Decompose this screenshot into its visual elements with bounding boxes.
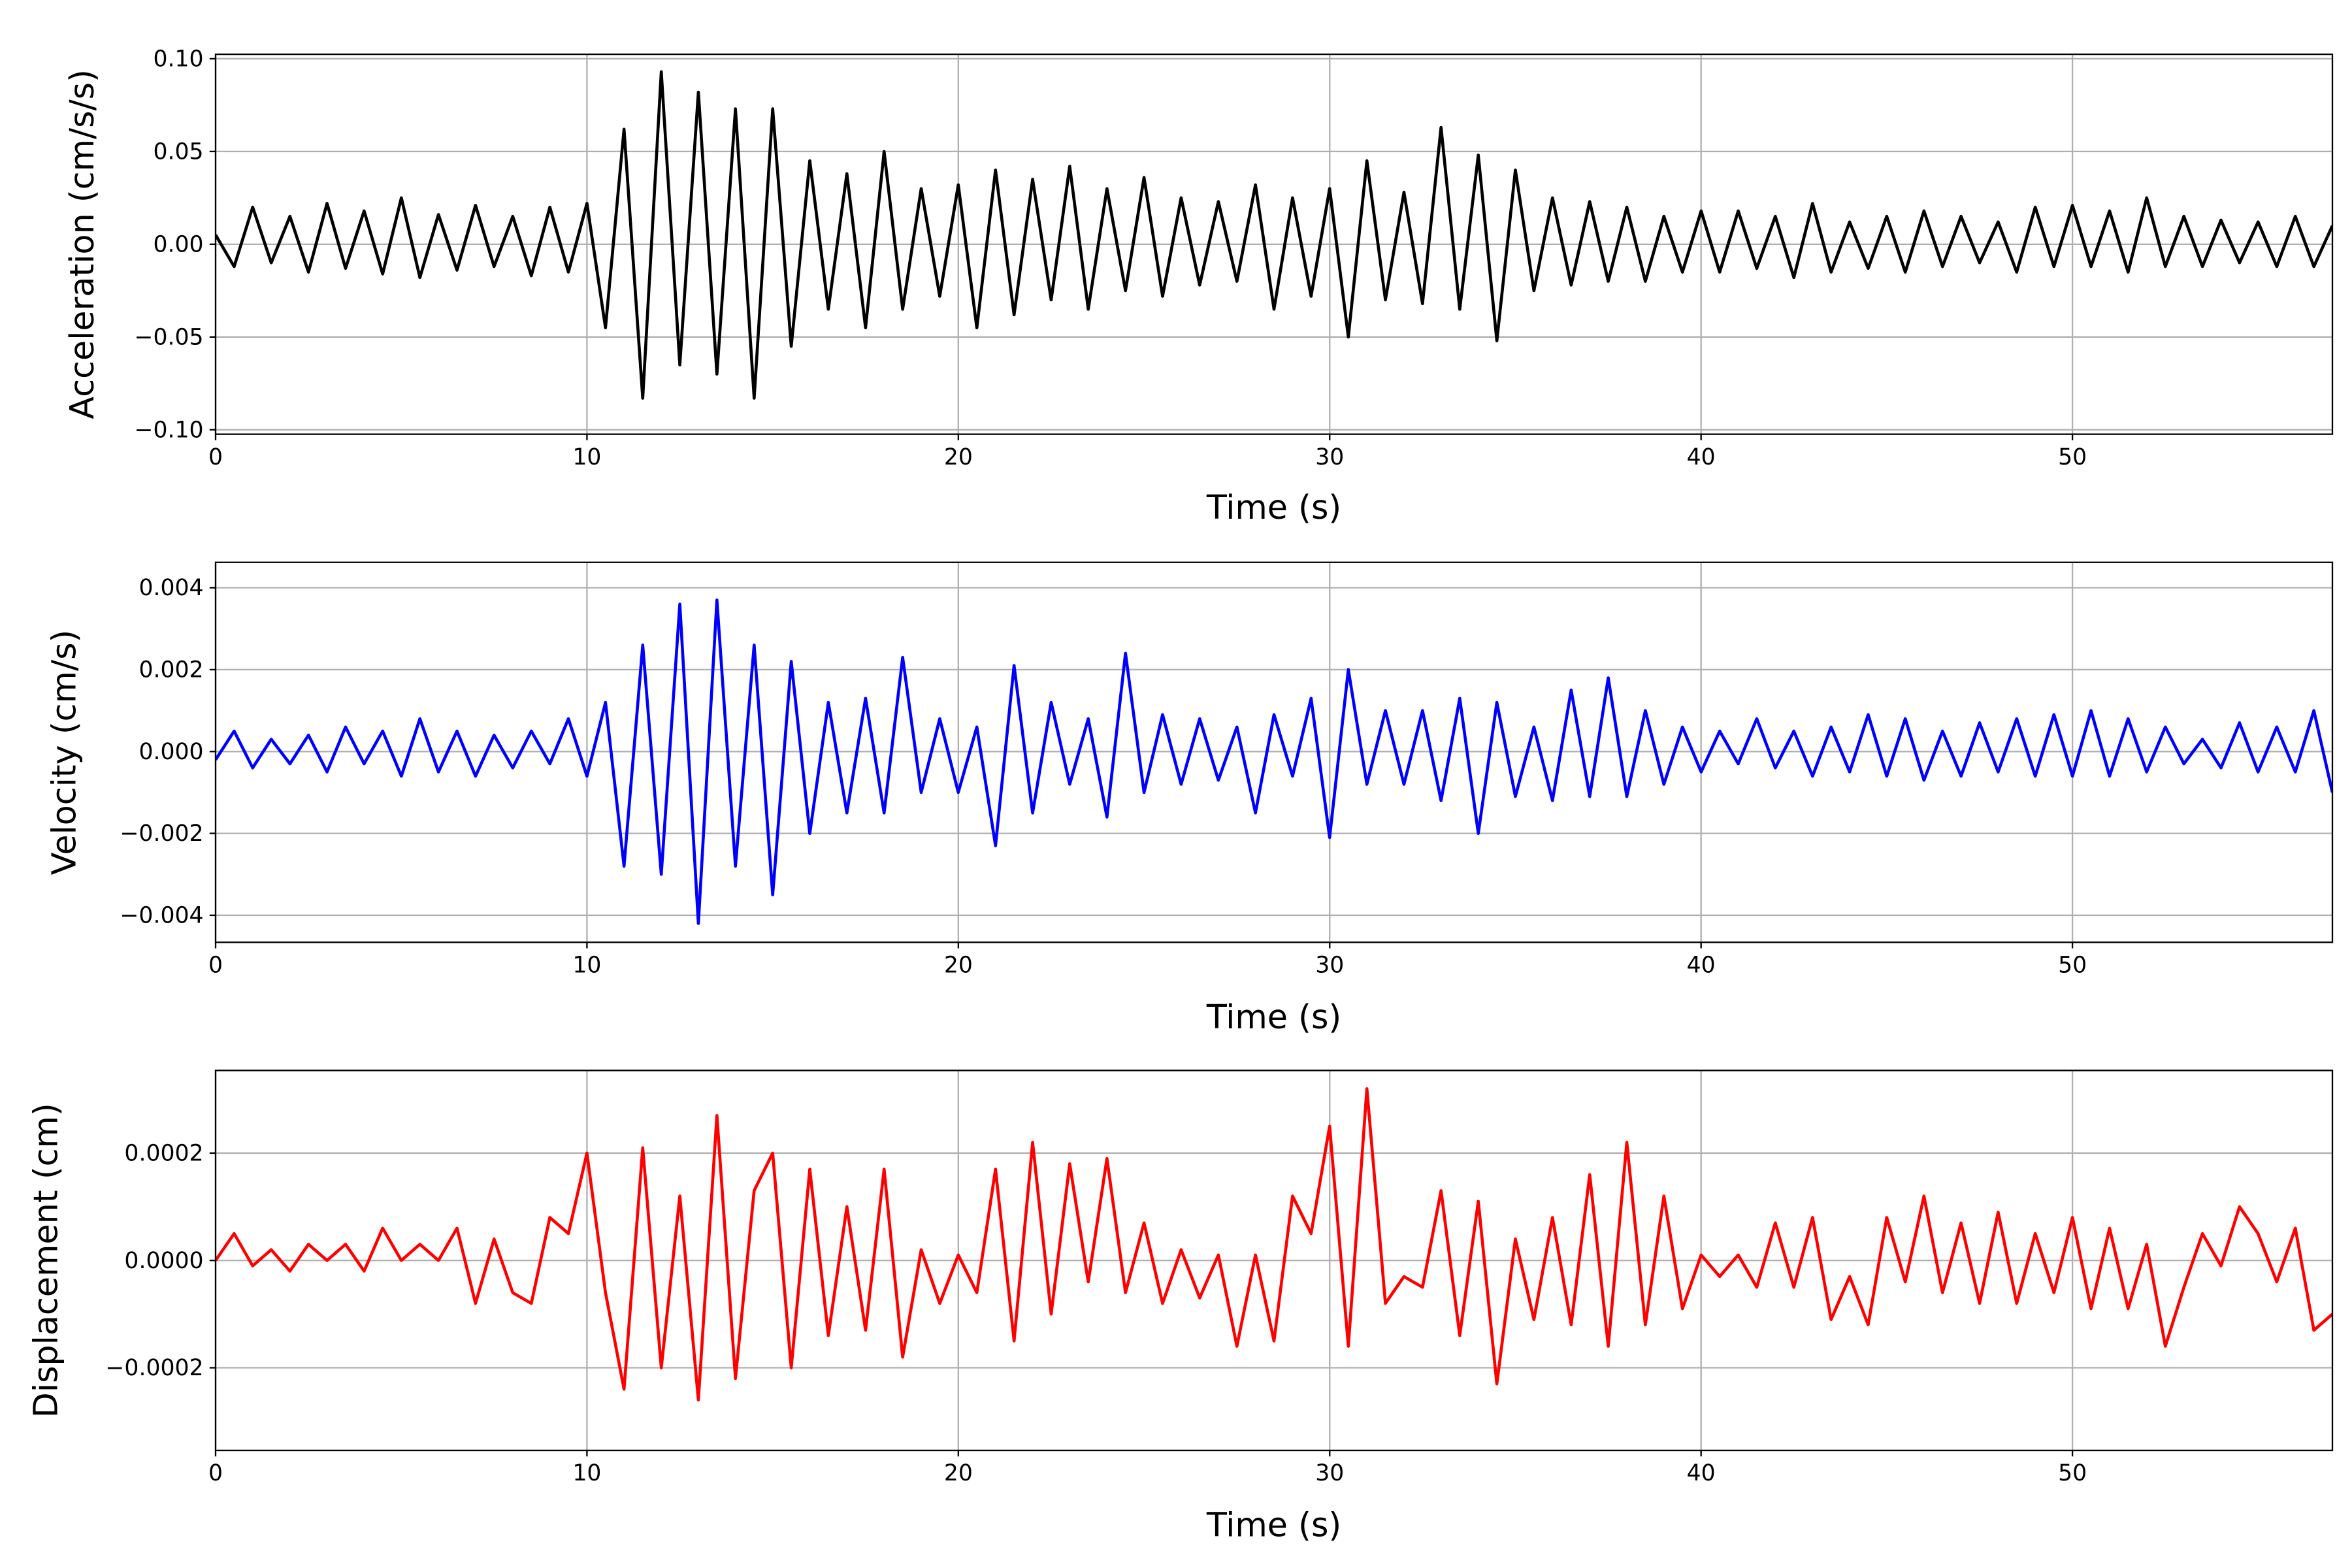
y-tick-label: 0.0000 (124, 1248, 203, 1274)
grid (214, 54, 2332, 434)
axes-frame (214, 561, 2334, 943)
y-tick-label: −0.10 (134, 417, 203, 443)
x-tick-label: 0 (208, 952, 223, 978)
x-tick-label: 30 (1315, 444, 1344, 470)
acceleration-subplot: Time (s) Acceleration (cm/s/s) 0 10 20 30 40… (63, 46, 2334, 527)
grid (214, 1070, 2332, 1450)
y-tick-label: 0.002 (139, 657, 203, 683)
y-axis-label: Acceleration (cm/s/s) (63, 69, 101, 419)
acceleration-series-line (215, 70, 2332, 400)
axes-frame (214, 1070, 2334, 1452)
y-tick-label: −0.002 (120, 821, 203, 847)
ticks: 0 10 20 30 40 50 −0.10 −0.05 0.00 0.05 0.10 (134, 46, 2087, 470)
displacement-subplot: Time (s) Displacement (cm) 0 10 20 30 40 50 −0… (27, 1070, 2334, 1544)
x-axis-label: Time (s) (1206, 488, 1341, 527)
y-tick-label: −0.05 (134, 324, 203, 350)
x-tick-label: 30 (1315, 952, 1344, 978)
x-tick-label: 10 (572, 952, 601, 978)
y-tick-label: −0.004 (120, 902, 203, 928)
y-tick-label: 0.004 (139, 575, 203, 601)
y-tick-label: −0.0002 (105, 1355, 203, 1381)
x-tick-label: 40 (1687, 444, 1716, 470)
displacement-series-line (215, 1087, 2332, 1401)
x-tick-label: 50 (2058, 1460, 2087, 1486)
ticks: 0 10 20 30 40 50 −0.004 −0.002 0.000 0.002 0.004 (120, 575, 2087, 978)
y-axis-label: Displacement (cm) (27, 1103, 65, 1418)
y-tick-label: 0.05 (153, 139, 203, 165)
x-tick-label: 10 (572, 444, 601, 470)
x-tick-label: 40 (1687, 1460, 1716, 1486)
x-tick-label: 20 (944, 1460, 973, 1486)
x-tick-label: 40 (1687, 952, 1716, 978)
y-tick-label: 0.00 (153, 231, 203, 257)
axes-frame (214, 53, 2334, 435)
y-tick-label: 0.000 (139, 739, 203, 765)
y-tick-label: 0.10 (153, 46, 203, 72)
x-tick-label: 0 (208, 444, 223, 470)
velocity-subplot: Time (s) Velocity (cm/s) 0 10 20 30 40 50 −0.0… (44, 561, 2334, 1036)
x-tick-label: 10 (572, 1460, 601, 1486)
x-axis-label: Time (s) (1206, 1506, 1341, 1544)
y-tick-label: 0.0002 (124, 1140, 203, 1166)
ticks: 0 10 20 30 40 50 −0.0002 0.0000 0.0002 (105, 1140, 2087, 1486)
x-axis-label: Time (s) (1206, 998, 1341, 1036)
y-axis-label: Velocity (cm/s) (44, 630, 83, 875)
x-tick-label: 20 (944, 952, 973, 978)
x-tick-label: 50 (2058, 952, 2087, 978)
x-tick-label: 30 (1315, 1460, 1344, 1486)
x-tick-label: 50 (2058, 444, 2087, 470)
velocity-series-line (215, 598, 2332, 925)
x-tick-label: 20 (944, 444, 973, 470)
x-tick-label: 0 (208, 1460, 223, 1486)
